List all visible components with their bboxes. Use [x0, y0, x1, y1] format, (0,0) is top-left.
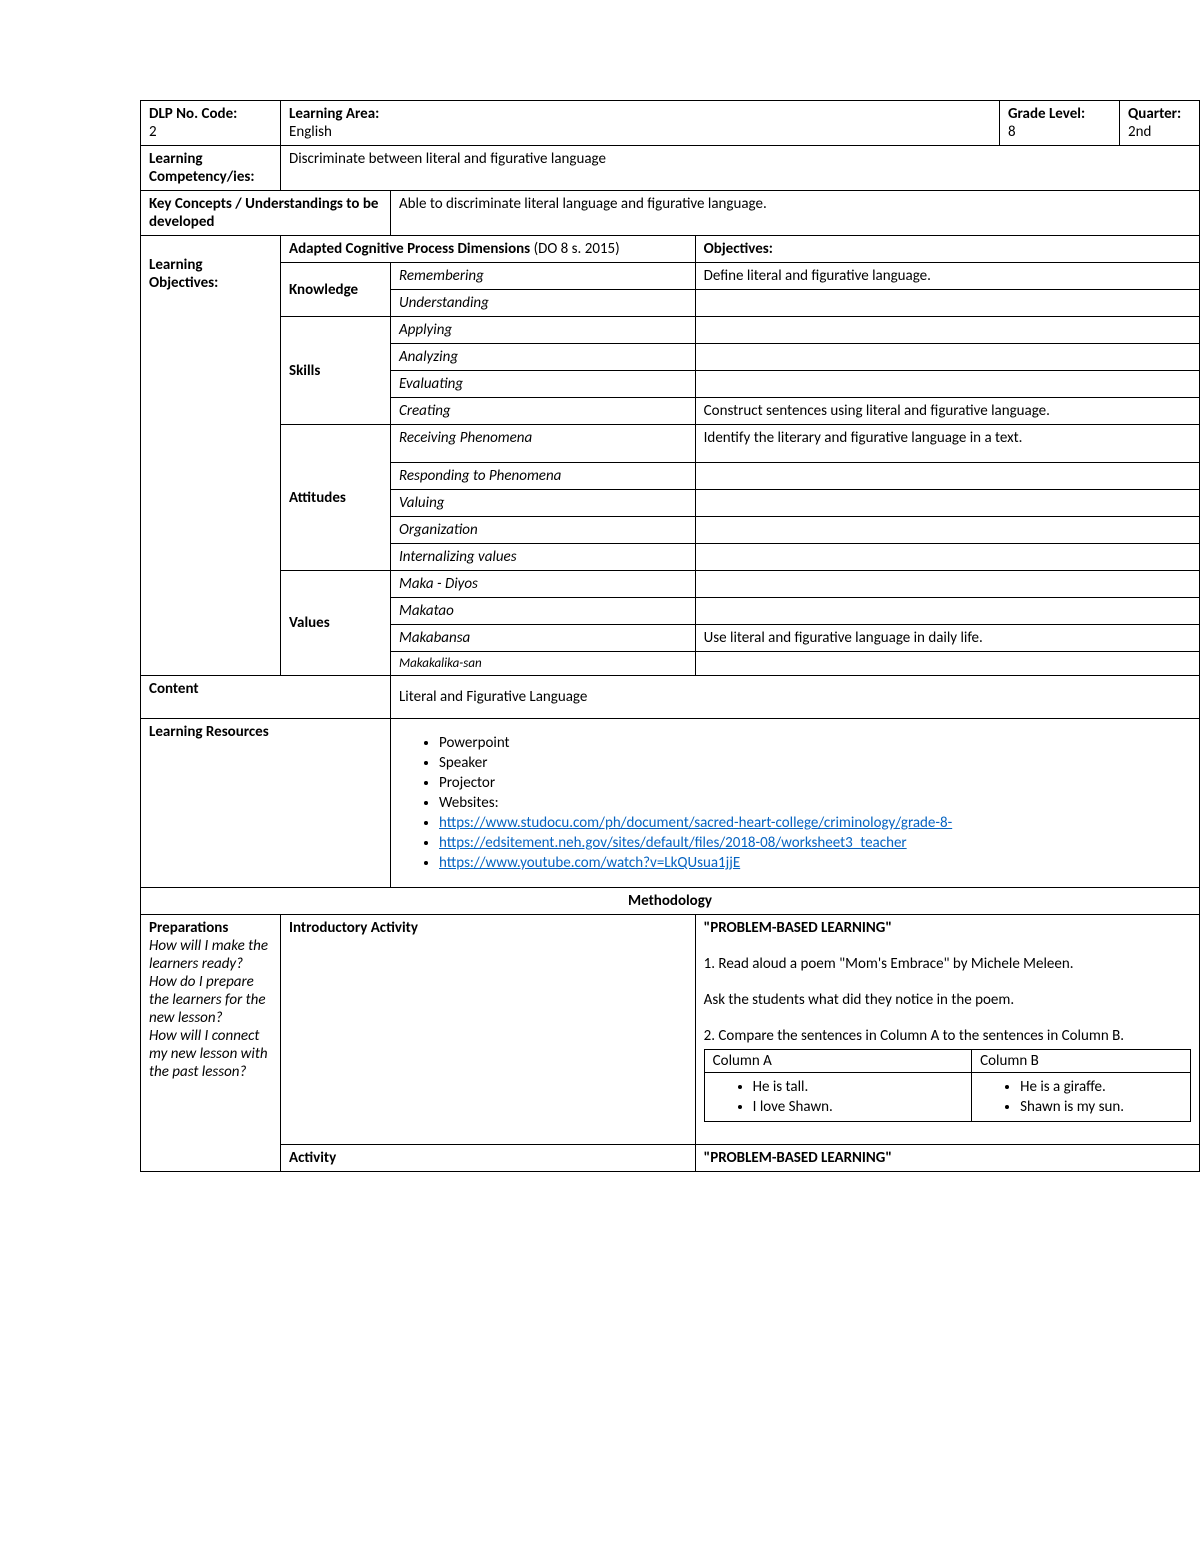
lesson-plan-table: DLP No. Code: 2 Learning Area: English G… [140, 100, 1200, 1172]
applying-label: Applying [391, 317, 696, 344]
intro-activity-label: Introductory Activity [281, 915, 696, 1145]
competency-label: Learning Competency/ies: [141, 146, 281, 191]
grade-value: 8 [1008, 123, 1111, 141]
analyzing-label: Analyzing [391, 344, 696, 371]
organization-label: Organization [391, 517, 696, 544]
acpd-header: Adapted Cognitive Process Dimensions [289, 240, 530, 258]
prep-q3: How will I connect my new lesson with th… [149, 1027, 272, 1081]
resource-link-item: https://www.youtube.com/watch?v=LkQUsua1… [439, 853, 1191, 873]
learning-objectives-label: Learning Objectives: [141, 236, 281, 676]
analyzing-obj [695, 344, 1199, 371]
organization-obj [695, 517, 1199, 544]
prep-q2: How do I prepare the learners for the ne… [149, 973, 272, 1027]
resource-item: Speaker [439, 753, 1191, 773]
key-concepts-label: Key Concepts / Understandings to be deve… [141, 191, 391, 236]
content-label: Content [141, 676, 391, 719]
col-a-item: I love Shawn. [753, 1097, 963, 1117]
col-b-item: He is a giraffe. [1020, 1077, 1182, 1097]
col-b-item: Shawn is my sun. [1020, 1097, 1182, 1117]
competency-value: Discriminate between literal and figurat… [281, 146, 1200, 191]
resources-list: Powerpoint Speaker Projector Websites: h… [399, 733, 1191, 873]
evaluating-obj [695, 371, 1199, 398]
activity-label: Activity [281, 1145, 696, 1172]
column-b-header: Column B [972, 1050, 1191, 1073]
evaluating-label: Evaluating [391, 371, 696, 398]
key-concepts-value: Able to discriminate literal language an… [391, 191, 1200, 236]
objectives-header: Objectives: [695, 236, 1199, 263]
methodology-header: Methodology [141, 888, 1200, 915]
resource-link[interactable]: https://edsitement.neh.gov/sites/default… [439, 834, 907, 852]
intro-step1: 1. Read aloud a poem "Mom's Embrace" by … [704, 955, 1191, 973]
diyos-obj [695, 571, 1199, 598]
column-a-header: Column A [704, 1050, 971, 1073]
columns-table: Column A Column B He is tall. I love Sha… [704, 1049, 1191, 1122]
creating-label: Creating [391, 398, 696, 425]
intro-ask: Ask the students what did they notice in… [704, 991, 1191, 1009]
makakalikasan-label: Makakalika-san [391, 652, 696, 676]
skills-label: Skills [281, 317, 391, 425]
quarter-value: 2nd [1128, 123, 1191, 141]
values-label: Values [281, 571, 391, 676]
quarter-label: Quarter: [1128, 105, 1191, 123]
knowledge-label: Knowledge [281, 263, 391, 317]
makabansa-label: Makabansa [391, 625, 696, 652]
makabansa-obj: Use literal and figurative language in d… [695, 625, 1199, 652]
responding-obj [695, 463, 1199, 490]
attitudes-label: Attitudes [281, 425, 391, 571]
prep-q1: How will I make the learners ready? [149, 937, 272, 973]
intro-title: "PROBLEM-BASED LEARNING" [704, 919, 1191, 937]
grade-label: Grade Level: [1008, 105, 1111, 123]
area-value: English [289, 123, 991, 141]
resource-link-item: https://www.studocu.com/ph/document/sacr… [439, 813, 1191, 833]
resource-link-item: https://edsitement.neh.gov/sites/default… [439, 833, 1191, 853]
activity-title: "PROBLEM-BASED LEARNING" [695, 1145, 1199, 1172]
resource-item: Projector [439, 773, 1191, 793]
resources-label: Learning Resources [141, 719, 391, 888]
diyos-label: Maka - Diyos [391, 571, 696, 598]
responding-label: Responding to Phenomena [391, 463, 696, 490]
resource-link[interactable]: https://www.studocu.com/ph/document/sacr… [439, 814, 952, 832]
area-label: Learning Area: [289, 105, 991, 123]
creating-obj: Construct sentences using literal and fi… [695, 398, 1199, 425]
understanding-obj [695, 290, 1199, 317]
receiving-obj: Identify the literary and figurative lan… [695, 425, 1199, 463]
receiving-label: Receiving Phenomena [391, 425, 696, 463]
col-a-item: He is tall. [753, 1077, 963, 1097]
valuing-obj [695, 490, 1199, 517]
resource-item: Websites: [439, 793, 1191, 813]
internalizing-label: Internalizing values [391, 544, 696, 571]
dlp-value: 2 [149, 123, 272, 141]
applying-obj [695, 317, 1199, 344]
content-value: Literal and Figurative Language [391, 676, 1200, 719]
preparations-label: Preparations [149, 919, 272, 937]
makatao-obj [695, 598, 1199, 625]
remembering-label: Remembering [391, 263, 696, 290]
intro-step2: 2. Compare the sentences in Column A to … [704, 1027, 1191, 1045]
resource-item: Powerpoint [439, 733, 1191, 753]
makatao-label: Makatao [391, 598, 696, 625]
understanding-label: Understanding [391, 290, 696, 317]
remembering-obj: Define literal and figurative language. [695, 263, 1199, 290]
resource-link[interactable]: https://www.youtube.com/watch?v=LkQUsua1… [439, 854, 740, 872]
dlp-label: DLP No. Code: [149, 105, 272, 123]
internalizing-obj [695, 544, 1199, 571]
valuing-label: Valuing [391, 490, 696, 517]
makakalikasan-obj [695, 652, 1199, 676]
